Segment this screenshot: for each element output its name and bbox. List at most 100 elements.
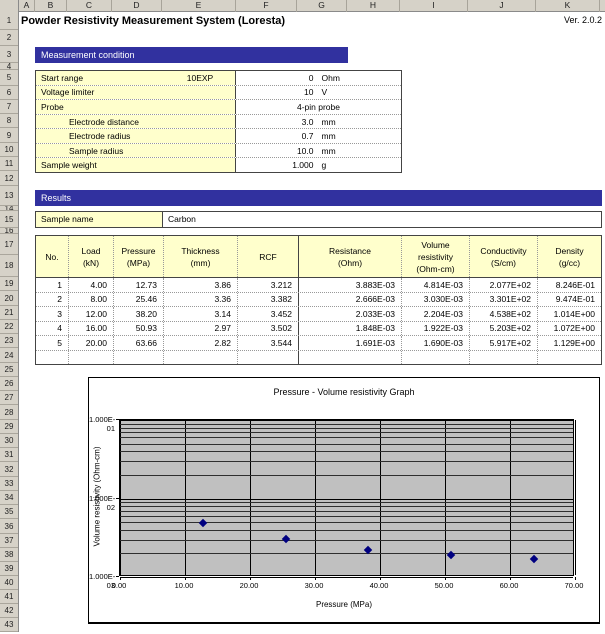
row-header-31[interactable]: 31 bbox=[0, 448, 18, 462]
table-cell[interactable]: 5.917E+02 bbox=[469, 336, 537, 350]
row-header-7[interactable]: 7 bbox=[0, 100, 18, 114]
sample-name-value[interactable]: Carbon bbox=[168, 214, 196, 224]
table-cell[interactable]: 2.97 bbox=[163, 321, 237, 335]
column-header-J[interactable]: J bbox=[468, 0, 536, 12]
condition-value-cell[interactable]: 4-pin probe bbox=[236, 100, 401, 114]
row-header-10[interactable]: 10 bbox=[0, 143, 18, 157]
chart-object[interactable]: Pressure - Volume resistivity Graph Volu… bbox=[88, 377, 600, 624]
table-cell[interactable]: 3.36 bbox=[163, 292, 237, 306]
row-header-27[interactable]: 27 bbox=[0, 391, 18, 405]
condition-value-cell[interactable]: 3.0 mm bbox=[236, 115, 401, 129]
row-header-14[interactable]: 14 bbox=[0, 206, 18, 211]
select-all-corner[interactable] bbox=[0, 0, 19, 12]
table-cell[interactable]: 1.072E+00 bbox=[537, 321, 601, 335]
column-header-D[interactable]: D bbox=[112, 0, 162, 12]
row-header-22[interactable]: 22 bbox=[0, 320, 18, 334]
table-cell[interactable]: 5.203E+02 bbox=[469, 321, 537, 335]
row-header-20[interactable]: 20 bbox=[0, 291, 18, 306]
table-cell[interactable] bbox=[237, 350, 298, 364]
table-cell[interactable]: 3.382 bbox=[237, 292, 298, 306]
row-header-9[interactable]: 9 bbox=[0, 128, 18, 143]
table-cell[interactable]: 3.86 bbox=[163, 278, 237, 292]
condition-value-cell[interactable]: 0.7 mm bbox=[236, 129, 401, 143]
row-header-33[interactable]: 33 bbox=[0, 477, 18, 491]
table-cell[interactable] bbox=[401, 350, 469, 364]
table-cell[interactable]: 4.00 bbox=[68, 278, 113, 292]
table-cell[interactable]: 3.544 bbox=[237, 336, 298, 350]
column-header-E[interactable]: E bbox=[162, 0, 236, 12]
column-header-A[interactable]: A bbox=[19, 0, 35, 12]
table-cell[interactable]: 3.14 bbox=[163, 307, 237, 321]
table-cell[interactable]: 3.502 bbox=[237, 321, 298, 335]
table-cell[interactable] bbox=[298, 350, 401, 364]
condition-value-cell[interactable]: 10 V bbox=[236, 86, 401, 100]
row-header-24[interactable]: 24 bbox=[0, 348, 18, 363]
row-header-18[interactable]: 18 bbox=[0, 255, 18, 277]
table-cell[interactable]: 9.474E-01 bbox=[537, 292, 601, 306]
row-header-4[interactable]: 4 bbox=[0, 63, 18, 70]
row-header-26[interactable]: 26 bbox=[0, 377, 18, 391]
row-header-32[interactable]: 32 bbox=[0, 462, 18, 477]
row-header-35[interactable]: 35 bbox=[0, 505, 18, 519]
table-cell[interactable]: 3.212 bbox=[237, 278, 298, 292]
table-cell[interactable]: 2.033E-03 bbox=[298, 307, 401, 321]
row-header-30[interactable]: 30 bbox=[0, 434, 18, 448]
row-header-19[interactable]: 19 bbox=[0, 277, 18, 291]
table-cell[interactable]: 4.814E-03 bbox=[401, 278, 469, 292]
row-header-41[interactable]: 41 bbox=[0, 590, 18, 604]
table-cell[interactable]: 38.20 bbox=[113, 307, 163, 321]
table-cell[interactable]: 20.00 bbox=[68, 336, 113, 350]
row-header-36[interactable]: 36 bbox=[0, 519, 18, 534]
table-cell[interactable] bbox=[36, 351, 68, 365]
table-cell[interactable]: 1.922E-03 bbox=[401, 321, 469, 335]
table-cell[interactable]: 2.82 bbox=[163, 336, 237, 350]
row-header-17[interactable]: 17 bbox=[0, 234, 18, 255]
table-cell[interactable]: 2.077E+02 bbox=[469, 278, 537, 292]
row-header-1[interactable]: 1 bbox=[0, 12, 18, 30]
row-header-3[interactable]: 3 bbox=[0, 46, 18, 63]
row-header-37[interactable]: 37 bbox=[0, 534, 18, 548]
row-header-25[interactable]: 25 bbox=[0, 363, 18, 377]
table-cell[interactable]: 1.014E+00 bbox=[537, 307, 601, 321]
table-cell[interactable]: 3 bbox=[57, 308, 62, 319]
table-cell[interactable]: 1.690E-03 bbox=[401, 336, 469, 350]
table-cell[interactable]: 63.66 bbox=[113, 336, 163, 350]
column-header-B[interactable]: B bbox=[35, 0, 67, 12]
table-cell[interactable]: 12.00 bbox=[68, 307, 113, 321]
table-cell[interactable] bbox=[68, 350, 113, 364]
row-header-6[interactable]: 6 bbox=[0, 86, 18, 100]
row-header-38[interactable]: 38 bbox=[0, 548, 18, 562]
column-header-I[interactable]: I bbox=[400, 0, 468, 12]
row-header-8[interactable]: 8 bbox=[0, 114, 18, 128]
column-header-G[interactable]: G bbox=[297, 0, 347, 12]
row-header-34[interactable]: 34 bbox=[0, 491, 18, 505]
row-header-16[interactable]: 16 bbox=[0, 228, 18, 234]
condition-value-cell[interactable]: 10.0 mm bbox=[236, 144, 401, 158]
table-cell[interactable]: 3.883E-03 bbox=[298, 278, 401, 292]
table-cell[interactable] bbox=[537, 350, 601, 364]
row-header-43[interactable]: 43 bbox=[0, 618, 18, 632]
table-cell[interactable] bbox=[469, 350, 537, 364]
column-header-C[interactable]: C bbox=[67, 0, 112, 12]
row-header-23[interactable]: 23 bbox=[0, 334, 18, 348]
table-cell[interactable]: 12.73 bbox=[113, 278, 163, 292]
row-header-39[interactable]: 39 bbox=[0, 562, 18, 576]
table-cell[interactable]: 3.030E-03 bbox=[401, 292, 469, 306]
column-header-F[interactable]: F bbox=[236, 0, 297, 12]
row-header-15[interactable]: 15 bbox=[0, 211, 18, 228]
row-header-21[interactable]: 21 bbox=[0, 306, 18, 320]
table-cell[interactable]: 1.691E-03 bbox=[298, 336, 401, 350]
table-cell[interactable]: 3.452 bbox=[237, 307, 298, 321]
table-cell[interactable]: 1 bbox=[57, 279, 62, 290]
row-header-2[interactable]: 2 bbox=[0, 30, 18, 46]
table-cell[interactable] bbox=[113, 350, 163, 364]
row-header-29[interactable]: 29 bbox=[0, 420, 18, 434]
column-header-H[interactable]: H bbox=[347, 0, 400, 12]
table-cell[interactable] bbox=[163, 350, 237, 364]
row-header-40[interactable]: 40 bbox=[0, 576, 18, 590]
table-cell[interactable]: 16.00 bbox=[68, 321, 113, 335]
table-cell[interactable]: 1.129E+00 bbox=[537, 336, 601, 350]
table-cell[interactable]: 4.538E+02 bbox=[469, 307, 537, 321]
table-cell[interactable]: 25.46 bbox=[113, 292, 163, 306]
table-cell[interactable]: 8.00 bbox=[68, 292, 113, 306]
